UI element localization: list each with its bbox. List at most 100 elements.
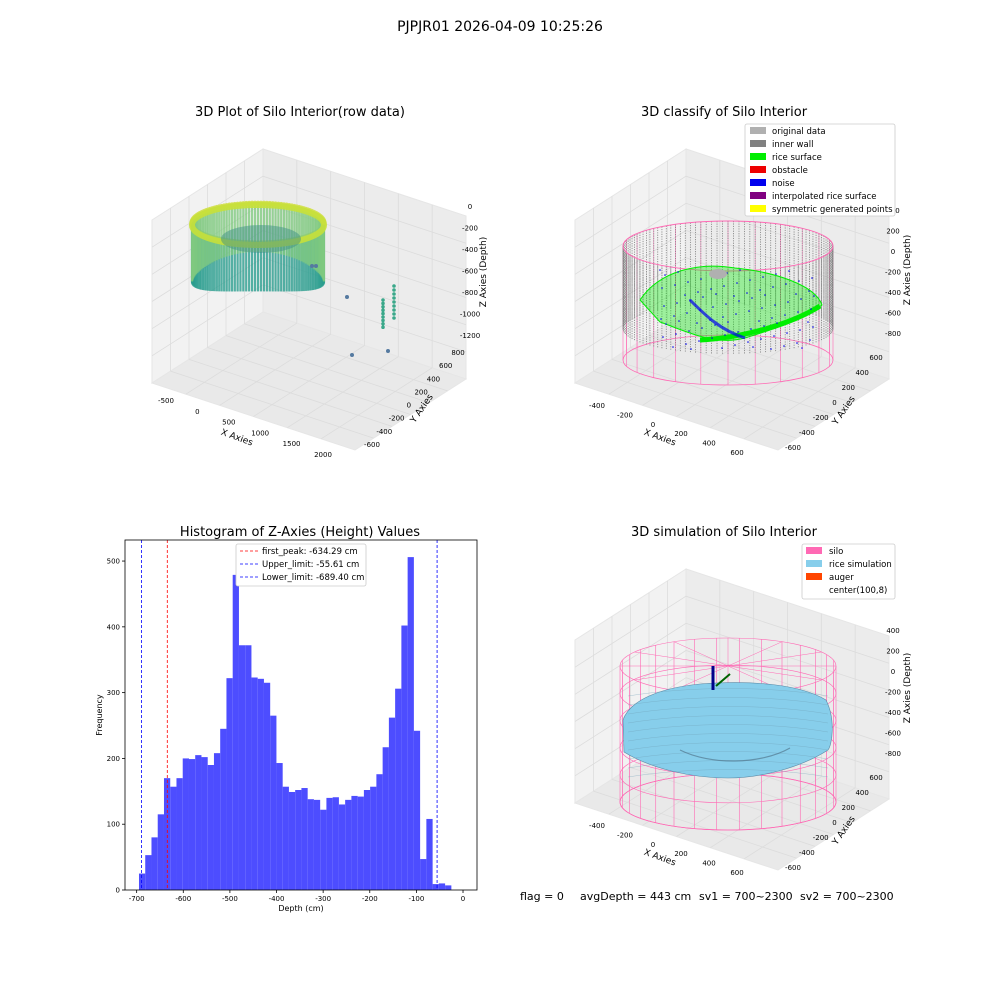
histogram-bar xyxy=(388,717,396,890)
noise-point xyxy=(788,270,790,272)
noise-point xyxy=(700,278,702,280)
noise-point xyxy=(747,341,749,343)
histogram-bar xyxy=(145,855,152,890)
histogram-bar xyxy=(313,799,321,890)
outlier-point xyxy=(386,349,390,353)
z-tick-label: -400 xyxy=(885,709,901,717)
rice-mesh-line xyxy=(627,724,829,733)
wall-grid-line xyxy=(574,202,890,275)
histogram-bar xyxy=(251,677,258,890)
histogram-bar xyxy=(382,747,389,890)
noise-point xyxy=(772,286,774,288)
rice-mesh-line xyxy=(627,706,829,715)
z-tick-label: -200 xyxy=(462,225,478,233)
noise-point xyxy=(764,294,766,296)
panel2-legend: original data inner wall rice surface obsta… xyxy=(744,123,896,217)
panel3-title: Histogram of Z-Axies (Height) Values xyxy=(180,525,420,540)
panel1-title: 3D Plot of Silo Interior(row data) xyxy=(195,105,405,120)
legend-label: symmetric generated points xyxy=(772,205,893,215)
legend-frame xyxy=(235,543,367,587)
y-tick-label: 400 xyxy=(427,375,440,383)
histogram-bar xyxy=(195,755,202,890)
y-tick-label: 0 xyxy=(832,819,836,827)
x-tick-label: 400 xyxy=(702,440,715,448)
x-tick-label: 200 xyxy=(674,850,687,858)
legend-swatch xyxy=(750,166,766,173)
y-tick-label: 600 xyxy=(439,362,452,370)
noise-point xyxy=(771,317,773,319)
noise-point xyxy=(685,343,687,345)
panel-raw-3d: 3D Plot of Silo Interior(row data) -500 0… xyxy=(150,105,489,459)
outlier-point xyxy=(381,325,385,330)
wall-grid-line xyxy=(151,175,467,248)
x-tick-label: -200 xyxy=(617,831,633,839)
noise-point xyxy=(711,337,713,339)
outlier-point xyxy=(381,298,385,302)
y-tick-label: 400 xyxy=(107,623,120,631)
noise-point xyxy=(677,271,679,273)
noise-point xyxy=(665,323,667,325)
noise-point xyxy=(664,274,666,276)
x-tick-label: -500 xyxy=(222,895,238,903)
silo-top-ring xyxy=(622,220,834,272)
outlier-point xyxy=(392,292,396,296)
silo-roof-wire xyxy=(634,651,729,667)
legend-label: first_peak: -634.29 cm xyxy=(262,547,358,557)
outlier-point xyxy=(392,284,396,288)
noise-point xyxy=(797,311,799,313)
histogram-bar xyxy=(182,758,189,890)
x-tick-label: -600 xyxy=(175,895,191,903)
panel2-xlabel: X Axies xyxy=(642,428,677,449)
x-tick-label: 200 xyxy=(674,430,687,438)
noise-point xyxy=(759,289,761,291)
panel1-axes-box xyxy=(150,148,468,451)
x-tick-label: -200 xyxy=(617,411,633,419)
y-tick-label: 200 xyxy=(107,755,120,763)
rice-surface-front xyxy=(699,303,822,343)
histogram-bar xyxy=(282,786,289,890)
panel-classify-3d: 3D classify of Silo Interior -400-200020… xyxy=(573,105,913,457)
noise-point xyxy=(737,331,739,333)
noise-point xyxy=(748,310,750,312)
histogram-bar xyxy=(432,884,439,890)
panel4-title: 3D simulation of Silo Interior xyxy=(631,525,818,540)
y-tick-label: 800 xyxy=(451,349,464,357)
histogram-bar xyxy=(438,883,446,890)
noise-point xyxy=(812,326,814,328)
legend-label: rice simulation xyxy=(829,560,892,570)
z-tick-label: 0 xyxy=(468,203,472,211)
legend-swatch xyxy=(750,179,766,186)
y-tick-label: 100 xyxy=(107,821,120,829)
outlier-point xyxy=(381,301,385,306)
rice-simulation xyxy=(622,682,833,779)
wall-grid-line xyxy=(574,175,890,248)
y-tick-label: -400 xyxy=(376,428,392,436)
rice-mesh-line xyxy=(627,751,829,760)
y-tick-label: 0 xyxy=(832,399,836,407)
panel-simulation-3d: 3D simulation of Silo Interior -400 -200 0… xyxy=(573,525,913,877)
silo-roof-wire xyxy=(673,641,729,667)
histogram-bar xyxy=(151,837,158,890)
floor-grid-line xyxy=(244,323,448,392)
rice-mesh-line xyxy=(627,742,829,751)
histogram-bar xyxy=(245,645,252,890)
histogram-bar xyxy=(307,799,314,890)
noise-point xyxy=(773,335,775,337)
noise-point xyxy=(659,269,661,271)
z-tick-label: -800 xyxy=(885,330,901,338)
legend-swatch xyxy=(750,140,766,147)
y-tick-label: 0 xyxy=(116,887,120,895)
noise-point xyxy=(763,325,765,327)
noise-point xyxy=(800,298,802,300)
panel4-zlabel: Z Axies (Depth) xyxy=(903,653,913,724)
noise-point xyxy=(733,295,735,297)
legend-label: Lower_limit: -689.40 cm xyxy=(262,573,364,583)
noise-point xyxy=(702,296,704,298)
panel2-title: 3D classify of Silo Interior xyxy=(641,105,808,120)
outlier-point xyxy=(381,315,385,319)
z-tick-label: -1200 xyxy=(460,332,480,340)
y-tick-label: 400 xyxy=(855,789,868,797)
noise-point xyxy=(725,303,727,305)
outlier-point xyxy=(381,322,385,326)
